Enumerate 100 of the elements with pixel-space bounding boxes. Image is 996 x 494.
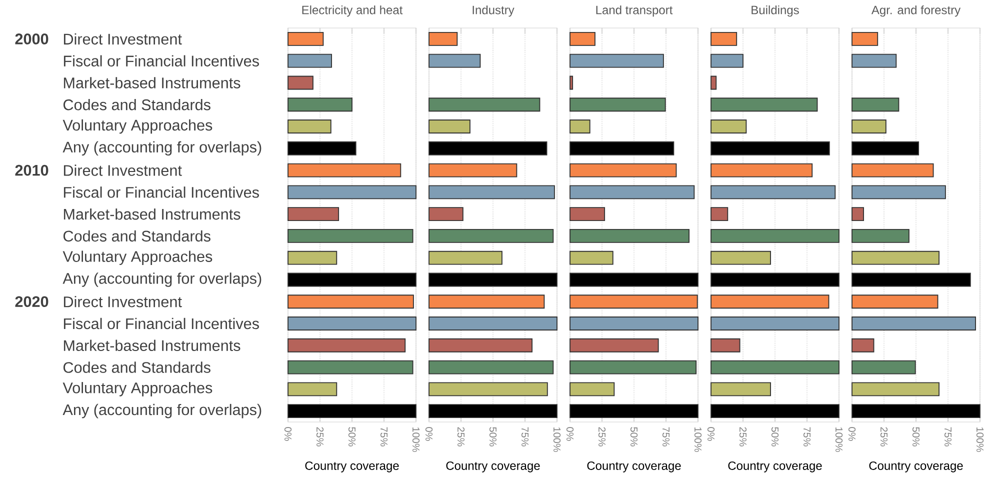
bar (570, 32, 596, 46)
x-axis-title: Country coverage (728, 461, 822, 472)
bar (288, 98, 352, 112)
bar (288, 207, 340, 222)
bar (428, 272, 558, 287)
bar (288, 294, 414, 309)
y-tick-label: Fiscal or Financial Incentives (64, 318, 259, 330)
bar (852, 272, 971, 287)
bar (288, 404, 416, 418)
y-tick-label: Codes and Standards (63, 362, 210, 373)
bar (570, 185, 695, 200)
bar (570, 76, 574, 90)
bar (852, 316, 976, 330)
bar (570, 404, 698, 418)
bar (288, 185, 416, 200)
x-tick-label: 50% (630, 427, 638, 446)
bar (428, 54, 481, 68)
bar (288, 141, 356, 156)
bar (852, 360, 916, 374)
bar (710, 360, 840, 374)
bar (288, 316, 416, 330)
bar (570, 54, 664, 68)
bar (288, 76, 314, 90)
chart-title: Industry (472, 5, 514, 17)
bar (852, 294, 938, 309)
bar (570, 98, 666, 112)
y-tick-label: Voluntary Approaches (62, 119, 212, 134)
x-tick-label: 75% (521, 427, 529, 446)
bar (710, 76, 717, 90)
bar (288, 32, 324, 46)
bar (288, 360, 414, 374)
bar (570, 163, 677, 178)
y-tick-label: Fiscal or Financial Incentives (64, 186, 259, 198)
y-tick-label: Any (accounting for overlaps) (62, 141, 262, 156)
y-tick-label: Codes and Standards (63, 99, 210, 110)
bar (288, 163, 402, 178)
bar (852, 32, 878, 46)
x-axis-title: Country coverage (305, 461, 399, 472)
x-axis-title: Country coverage (446, 461, 540, 472)
bar (570, 228, 690, 243)
x-tick-label: 0% (848, 427, 856, 441)
bar (428, 120, 470, 134)
bar (710, 141, 830, 156)
x-tick-label: 75% (803, 427, 811, 446)
bar (570, 120, 590, 134)
bar (288, 54, 332, 68)
bar (570, 316, 698, 330)
bar (710, 54, 744, 68)
bar (710, 294, 830, 309)
x-tick-label: 75% (662, 427, 670, 446)
bar (852, 163, 934, 178)
y-tick-label: Market-based Instruments (64, 77, 240, 88)
y-tick-label: Codes and Standards (63, 230, 210, 242)
bar (288, 120, 332, 134)
y-tick-label: Direct Investment (64, 164, 182, 176)
bar (710, 98, 818, 112)
bar (428, 163, 518, 178)
bar (570, 338, 659, 352)
bar (710, 163, 813, 178)
bar (428, 294, 545, 309)
bar (852, 98, 900, 112)
bar (570, 294, 698, 309)
x-tick-label: 100% (412, 427, 420, 452)
y-tick-label: Any (accounting for overlaps) (62, 272, 262, 287)
x-tick-label: 25% (739, 427, 747, 446)
bar (852, 185, 946, 200)
chart-title: Agr. and forestry (871, 5, 961, 17)
x-tick-label: 25% (598, 427, 606, 446)
y-tick-label: Direct Investment (64, 296, 182, 308)
bar (428, 228, 554, 243)
bar (570, 250, 614, 265)
bar (570, 382, 615, 396)
bar (710, 272, 840, 287)
bar (428, 141, 548, 156)
bar (710, 316, 840, 330)
bar (710, 185, 836, 200)
bar (710, 228, 840, 243)
y-tick-label: Market-based Instruments (64, 208, 240, 220)
bar (710, 404, 840, 418)
x-tick-label: 25% (316, 427, 324, 446)
bar (288, 250, 338, 265)
y-tick-label: Voluntary Approaches (62, 250, 212, 265)
bar (428, 207, 464, 222)
y-tick-label: Any (accounting for overlaps) (62, 404, 262, 418)
x-tick-label: 25% (457, 427, 465, 446)
bar (428, 32, 458, 46)
bar (710, 207, 728, 222)
text: 2010 (15, 164, 48, 176)
bar (428, 185, 555, 200)
x-tick-label: 0% (566, 427, 574, 441)
y-tick-label: Fiscal or Financial Incentives (64, 55, 259, 66)
bar (570, 272, 698, 287)
x-tick-label: 50% (348, 427, 356, 446)
bar (428, 316, 558, 330)
x-tick-label: 50% (912, 427, 920, 446)
bar (710, 338, 740, 352)
bar (852, 404, 980, 418)
bar (288, 382, 338, 396)
bar (288, 272, 416, 287)
bar (710, 32, 738, 46)
